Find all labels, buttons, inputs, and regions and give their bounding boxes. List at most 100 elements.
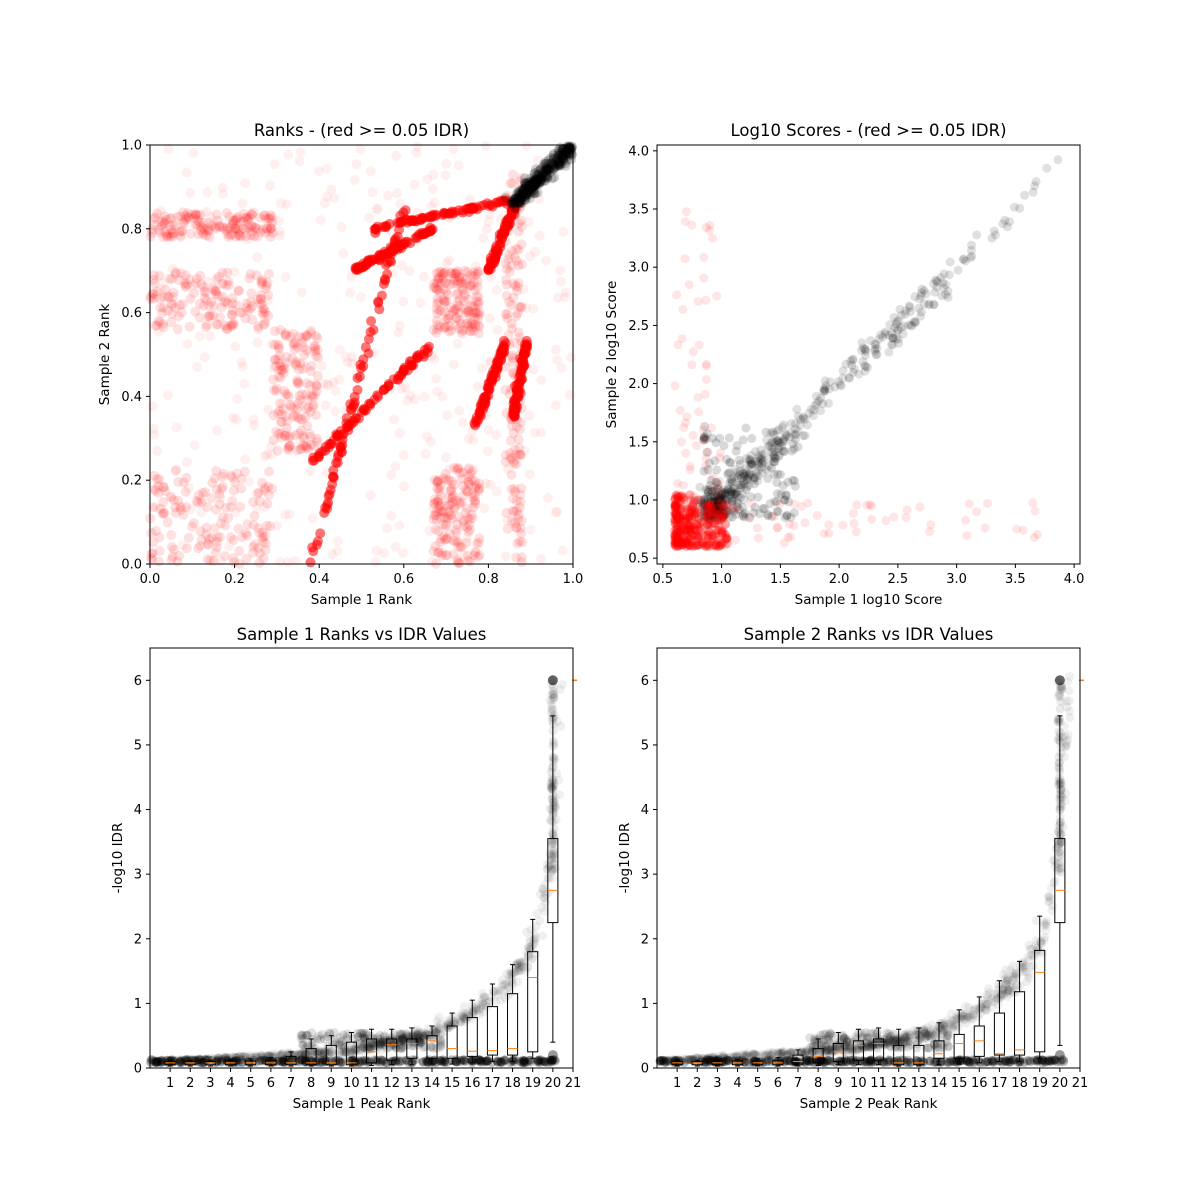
- ranks-point: [292, 377, 303, 388]
- scores-point: [730, 535, 740, 545]
- ranks-point: [185, 228, 196, 239]
- sample1-idr-point: [534, 1055, 544, 1065]
- ranks-point: [282, 416, 293, 427]
- ranks-point: [399, 481, 409, 492]
- ranks-point: [474, 409, 485, 420]
- ranks-point: [301, 345, 312, 356]
- ranks-point: [516, 515, 527, 526]
- ranks-point: [261, 223, 272, 234]
- ranks-point: [308, 392, 319, 403]
- ranks-point: [257, 277, 268, 288]
- ranks-point: [323, 380, 334, 391]
- ranks-point: [450, 537, 461, 547]
- ranks-point: [506, 469, 517, 480]
- ranks-point: [473, 551, 483, 562]
- ranks-point: [181, 502, 192, 513]
- ranks-point: [149, 213, 160, 224]
- ranks-point: [211, 465, 222, 476]
- ranks-point: [185, 187, 196, 198]
- ranks-point: [188, 213, 199, 223]
- ranks-point: [276, 432, 287, 443]
- scores-point: [1031, 177, 1041, 186]
- ranks-point: [295, 437, 306, 447]
- ranks-point: [317, 360, 327, 371]
- ranks-point: [167, 299, 178, 310]
- ranks-point: [420, 448, 431, 459]
- ranks-point: [197, 497, 207, 508]
- ranks-point: [473, 266, 484, 277]
- ranks-point: [521, 302, 531, 313]
- ranks-point: [364, 212, 375, 223]
- sample1-idr-point: [547, 1050, 558, 1061]
- ranks-point: [209, 284, 220, 295]
- ranks-point: [222, 298, 233, 309]
- ranks-point: [539, 168, 550, 179]
- ranks-point: [182, 457, 192, 468]
- ranks-point: [214, 222, 225, 232]
- ranks-point: [195, 494, 206, 505]
- ranks-point: [525, 524, 536, 535]
- ranks-point: [550, 507, 561, 518]
- ranks-point: [462, 512, 473, 523]
- ranks-point: [454, 405, 465, 416]
- ranks-point: [274, 226, 285, 237]
- ranks-point: [198, 217, 209, 228]
- ranks-point: [431, 303, 442, 314]
- ranks-point: [280, 330, 291, 340]
- ranks-point: [160, 486, 171, 496]
- ranks-point: [511, 505, 522, 516]
- ranks-point: [499, 227, 510, 238]
- scores-point: [939, 283, 949, 293]
- ranks-point: [465, 556, 476, 567]
- scores-point: [684, 280, 694, 290]
- ranks-point: [205, 555, 216, 566]
- scores-point: [747, 499, 756, 509]
- ranks-point: [243, 305, 254, 316]
- sample1-title: Sample 1 Ranks vs IDR Values: [237, 625, 487, 644]
- ranks-point: [486, 200, 497, 210]
- ranks-point: [530, 174, 541, 185]
- ranks-point: [180, 210, 191, 221]
- sample1-idr-point: [549, 846, 559, 855]
- ranks-point: [213, 291, 224, 301]
- ranks-point: [235, 307, 245, 318]
- ranks-point: [146, 528, 157, 539]
- ranks-point: [544, 164, 555, 175]
- ranks-point: [444, 464, 455, 475]
- ranks-point: [224, 211, 235, 222]
- ranks-point: [226, 470, 237, 481]
- ranks-point: [204, 311, 215, 322]
- ranks-point: [178, 509, 189, 520]
- ranks-point: [291, 360, 301, 371]
- scores-point: [1042, 163, 1052, 173]
- ranks-point: [455, 468, 465, 479]
- ranks-point: [473, 381, 484, 392]
- ranks-point: [186, 504, 196, 515]
- scores-point: [964, 499, 974, 509]
- ranks-point: [268, 363, 279, 373]
- ranks-x-tick-label: 0.0: [140, 572, 161, 587]
- ranks-point: [470, 498, 481, 509]
- ranks-point: [227, 309, 238, 320]
- ranks-point: [313, 352, 324, 363]
- sample1-idr-point: [496, 1057, 506, 1067]
- ranks-point: [440, 170, 451, 181]
- ranks-point: [295, 401, 306, 412]
- ranks-point: [426, 201, 437, 212]
- ranks-point: [547, 173, 557, 184]
- ranks-point: [347, 351, 358, 362]
- ranks-point: [152, 208, 163, 219]
- ranks-point: [168, 220, 179, 230]
- ranks-point: [322, 191, 332, 202]
- ranks-point: [212, 319, 223, 330]
- scores-point: [812, 510, 822, 520]
- ranks-point: [341, 413, 352, 424]
- scores-point: [852, 500, 862, 510]
- ranks-point: [272, 520, 283, 531]
- ranks-point: [456, 328, 467, 339]
- ranks-point: [284, 431, 295, 442]
- ranks-point: [279, 363, 290, 374]
- ranks-point: [524, 410, 535, 421]
- ranks-point: [195, 526, 206, 537]
